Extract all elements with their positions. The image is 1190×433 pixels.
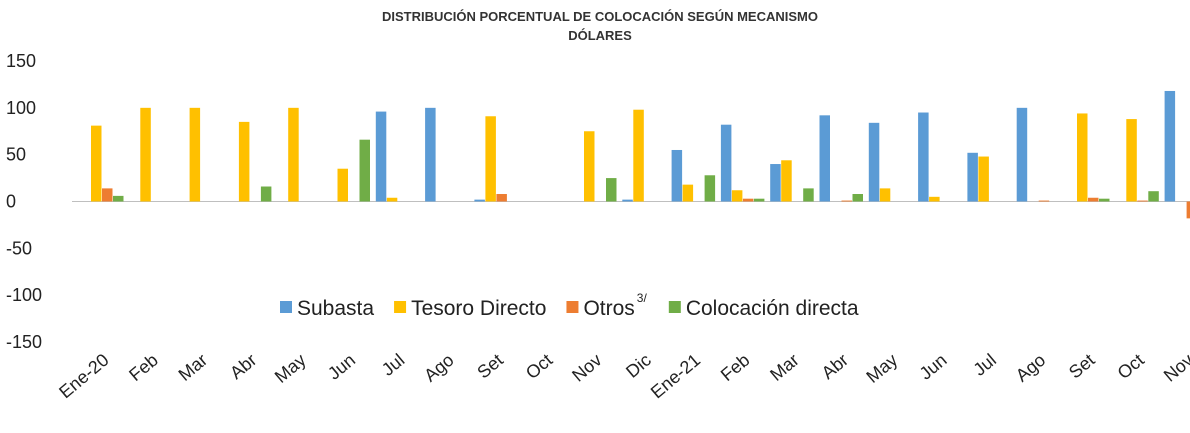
bar bbox=[425, 107, 436, 202]
x-tick-label: Ene-20 bbox=[55, 350, 112, 403]
bar bbox=[1164, 90, 1176, 202]
bar bbox=[1186, 201, 1190, 219]
bar bbox=[474, 199, 485, 202]
bar bbox=[704, 175, 716, 202]
x-tick-label: May bbox=[271, 350, 310, 387]
bar bbox=[91, 125, 102, 202]
legend-swatch bbox=[566, 301, 579, 313]
legend-swatch bbox=[668, 301, 681, 313]
x-tick-label: Oct bbox=[1114, 350, 1148, 383]
bar bbox=[622, 199, 633, 202]
bar bbox=[140, 107, 151, 202]
legend-swatch bbox=[280, 301, 292, 313]
bar bbox=[929, 196, 940, 202]
legend-swatch bbox=[394, 301, 407, 313]
x-tick-label: Feb bbox=[125, 350, 162, 385]
bar bbox=[742, 198, 754, 202]
x-tick-label: Set bbox=[1065, 350, 1099, 383]
chart-title: DISTRIBUCIÓN PORCENTUAL DE COLOCACIÓN SE… bbox=[382, 9, 818, 24]
bar bbox=[879, 188, 891, 202]
legend-label: Tesoro Directo bbox=[411, 297, 546, 320]
bar bbox=[753, 198, 765, 202]
y-tick-label: 150 bbox=[6, 51, 36, 71]
bar bbox=[633, 109, 644, 202]
legend-label: Otros bbox=[583, 297, 634, 320]
x-tick-label: Nov bbox=[568, 350, 605, 386]
x-tick-label: Ago bbox=[1012, 350, 1049, 386]
x-tick-label: May bbox=[862, 350, 901, 387]
bar bbox=[671, 149, 683, 202]
x-tick-label: Feb bbox=[717, 350, 754, 385]
bar bbox=[967, 152, 978, 202]
x-tick-label: Mar bbox=[766, 350, 803, 385]
x-tick-label: Oct bbox=[522, 350, 556, 383]
bar bbox=[918, 112, 929, 202]
x-tick-label: Abr bbox=[226, 350, 260, 383]
bar bbox=[1077, 113, 1088, 202]
bar bbox=[803, 188, 814, 202]
bar bbox=[584, 131, 595, 202]
x-tick-label: Abr bbox=[818, 350, 852, 383]
bar bbox=[375, 111, 387, 202]
y-tick-label: 0 bbox=[6, 192, 16, 212]
x-tick-label: Ene-21 bbox=[647, 350, 704, 403]
x-tick-label: Jul bbox=[969, 350, 999, 380]
bar bbox=[288, 107, 299, 202]
bar bbox=[260, 186, 272, 202]
bar bbox=[496, 194, 507, 202]
y-tick-label: -150 bbox=[6, 332, 42, 352]
bar bbox=[1099, 198, 1110, 202]
legend-footnote: 3/ bbox=[637, 291, 648, 305]
bar bbox=[781, 160, 792, 202]
bar bbox=[841, 200, 852, 202]
x-tick-label: Dic bbox=[622, 350, 655, 382]
bar bbox=[485, 116, 496, 202]
bar bbox=[720, 124, 732, 202]
x-tick-label: Jul bbox=[378, 350, 408, 380]
bar bbox=[113, 195, 124, 202]
bar bbox=[606, 178, 617, 202]
bar bbox=[770, 164, 781, 202]
y-tick-label: 50 bbox=[6, 145, 26, 165]
bar bbox=[1088, 197, 1099, 202]
bar bbox=[238, 121, 250, 202]
x-tick-label: Set bbox=[473, 350, 507, 383]
bar bbox=[731, 190, 743, 202]
y-tick-label: 100 bbox=[6, 98, 36, 118]
y-tick-label: -100 bbox=[6, 285, 42, 305]
bar bbox=[1038, 200, 1050, 202]
bar bbox=[852, 194, 863, 202]
bar bbox=[1137, 200, 1148, 202]
bar bbox=[682, 184, 694, 202]
bar bbox=[978, 156, 989, 202]
chart-subtitle: DÓLARES bbox=[568, 28, 632, 43]
x-tick-label: Ago bbox=[420, 350, 457, 386]
bar bbox=[102, 188, 113, 202]
legend-label: Subasta bbox=[297, 297, 374, 320]
bar bbox=[1126, 119, 1137, 202]
bar bbox=[868, 122, 880, 202]
legend-label: Colocación directa bbox=[686, 297, 859, 320]
y-tick-label: -50 bbox=[6, 238, 32, 258]
bar bbox=[819, 115, 830, 202]
x-tick-label: Jun bbox=[916, 350, 951, 384]
x-tick-label: Mar bbox=[175, 350, 212, 385]
bar bbox=[386, 197, 398, 202]
x-tick-label: Nov bbox=[1160, 350, 1190, 386]
bar bbox=[359, 139, 370, 202]
bar bbox=[1148, 191, 1159, 202]
bar bbox=[337, 168, 348, 202]
bar bbox=[189, 107, 201, 202]
x-tick-label: Jun bbox=[324, 350, 359, 384]
bar bbox=[1016, 107, 1028, 202]
